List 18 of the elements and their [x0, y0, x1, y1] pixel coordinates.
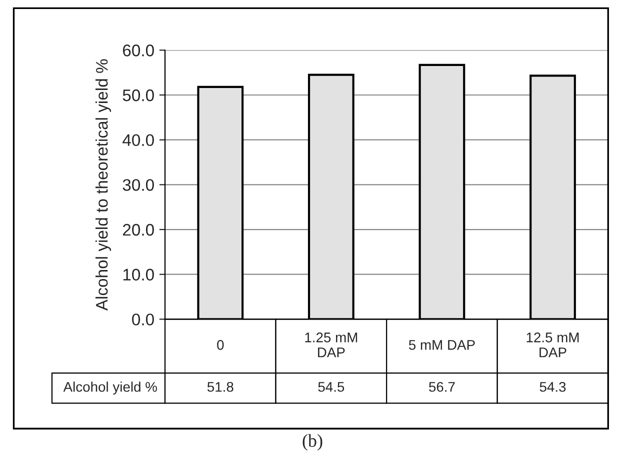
y-tick-label: 10.0 — [123, 268, 154, 281]
y-tick-label: 0.0 — [132, 314, 154, 326]
data-label: 54.3 — [540, 382, 566, 392]
x-tick-label: 0 — [217, 340, 224, 350]
y-tick-label: 40.0 — [122, 134, 154, 146]
x-tick-label: 5 mM DAP — [408, 340, 475, 350]
y-tick-label: 60.0 — [122, 44, 154, 56]
y-axis-title: Alcohol yield to theoretical yield % — [96, 59, 112, 311]
data-label: 56.7 — [428, 382, 455, 392]
data-label: 51.8 — [207, 382, 234, 392]
x-tick-label: 1.25 mM DAP — [305, 332, 358, 358]
y-tick-label: 30.0 — [122, 179, 154, 191]
data-label: 54.5 — [318, 382, 344, 392]
text: Alcohol yield % — [63, 382, 157, 395]
y-tick-label: 50.0 — [122, 89, 154, 102]
y-tick-label: 20.0 — [122, 224, 154, 236]
x-tick-label: 12.5 mM DAP — [526, 332, 579, 358]
text: (b) — [302, 434, 322, 451]
